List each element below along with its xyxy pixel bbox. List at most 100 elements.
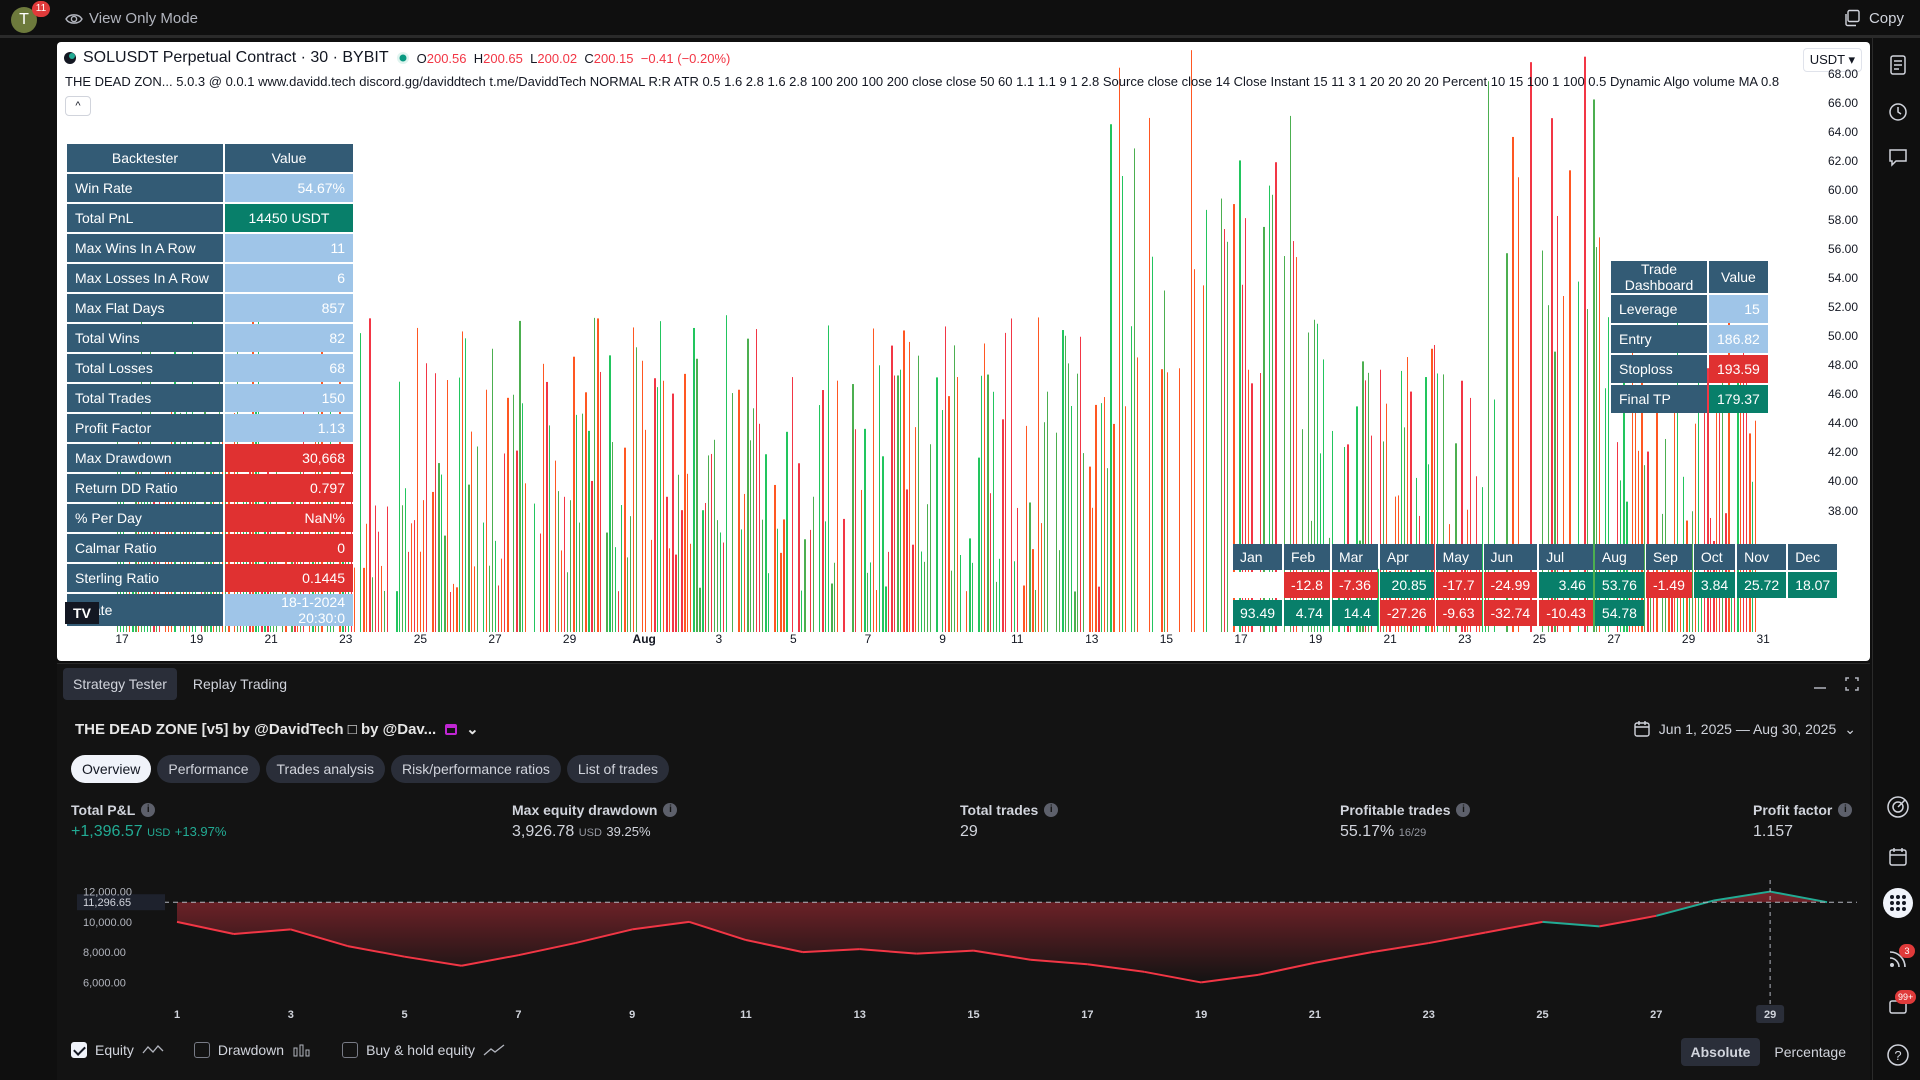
volume-bar <box>414 520 415 632</box>
price-axis[interactable]: 68.00 66.00 64.00 62.00 60.00 58.00 56.00 54.00… <box>1810 42 1870 622</box>
subtab-overview[interactable]: Overview <box>71 755 152 783</box>
percentage-toggle[interactable]: Percentage <box>1774 1044 1846 1060</box>
view-only-mode[interactable]: View Only Mode <box>65 10 198 27</box>
volume-bar <box>900 369 901 632</box>
price-chart[interactable]: SOLUSDT Perpetual Contract · 30 · BYBIT … <box>57 42 1870 661</box>
equity-line-segment <box>1656 899 1714 917</box>
volume-bar <box>567 572 568 632</box>
metric-max-drawdown: Max equity drawdown i 3,926.78 USD 39.25% <box>512 802 678 841</box>
subtab-risk-ratios[interactable]: Risk/performance ratios <box>391 755 561 783</box>
legend-drawdown[interactable]: Drawdown <box>193 1042 312 1058</box>
volume-bar <box>783 519 785 632</box>
month-return: -12.8 <box>1284 572 1330 598</box>
info-icon[interactable]: i <box>1044 803 1059 817</box>
volume-bar <box>888 551 889 632</box>
help-icon[interactable]: ? <box>1885 1042 1911 1068</box>
volume-bar <box>1308 332 1309 632</box>
info-icon[interactable]: i <box>663 803 678 817</box>
volume-bar <box>459 377 460 632</box>
month-return: 4.74 <box>1284 600 1330 626</box>
absolute-toggle[interactable]: Absolute <box>1680 1038 1761 1066</box>
volume-bar <box>1728 317 1730 632</box>
subtab-list-of-trades[interactable]: List of trades <box>566 755 670 783</box>
info-icon[interactable]: i <box>141 803 156 817</box>
volume-bar <box>1731 575 1732 632</box>
currency-selector[interactable]: USDT ▾ <box>1802 48 1862 72</box>
metric-label: Win Rate <box>67 174 223 202</box>
subtab-performance[interactable]: Performance <box>157 755 260 783</box>
volume-bar <box>1665 438 1666 632</box>
alarm-clock-icon[interactable] <box>1885 98 1911 124</box>
volume-bar <box>864 428 866 632</box>
watchlist-icon[interactable] <box>1885 52 1911 78</box>
volume-bar <box>921 551 922 632</box>
target-icon[interactable] <box>1885 794 1911 820</box>
time-axis[interactable]: 17 19 21 23 25 27 29 Aug 3 5 7 9 11 13 15 17 19 21 23 25 27 2… <box>57 632 1812 652</box>
volume-bar <box>660 321 661 632</box>
volume-bar <box>501 558 502 632</box>
volume-bar <box>513 394 514 632</box>
volume-bar <box>1512 136 1514 632</box>
buy-hold-checkbox[interactable] <box>342 1042 359 1058</box>
volume-bar <box>1149 117 1150 632</box>
month-return: 18.07 <box>1788 572 1838 598</box>
drawdown-checkbox[interactable] <box>193 1042 210 1058</box>
month-header: Mar <box>1331 544 1378 570</box>
volume-bar <box>1194 269 1195 632</box>
maximize-icon[interactable] <box>1844 676 1860 692</box>
minimize-icon[interactable] <box>1812 676 1828 692</box>
tradingview-logo[interactable]: TV <box>65 602 99 624</box>
legend-equity[interactable]: Equity <box>71 1042 164 1058</box>
chevron-down-icon[interactable]: ⌄ <box>466 721 479 738</box>
equity-line-segment <box>802 948 860 954</box>
metric-value: 857 <box>225 294 353 322</box>
info-icon[interactable]: i <box>1456 803 1471 817</box>
volume-bar <box>396 591 398 632</box>
metric-profitable-trades: Profitable trades i 55.17% 16/29 <box>1340 802 1471 841</box>
date-range-selector[interactable]: Jun 1, 2025 — Aug 30, 2025 ⌄ <box>1633 720 1856 738</box>
drawdown-bars-icon <box>293 1044 310 1057</box>
volume-bar <box>834 562 835 632</box>
tab-replay-trading[interactable]: Replay Trading <box>192 676 288 692</box>
volume-bar <box>792 377 793 632</box>
legend-buy-hold[interactable]: Buy & hold equity <box>342 1042 505 1058</box>
time-tick: 27 <box>1607 632 1621 646</box>
strategy-name[interactable]: THE DEAD ZONE [v5] by @DavidTech □ by @D… <box>75 720 479 739</box>
subtab-trades-analysis[interactable]: Trades analysis <box>265 755 386 783</box>
info-icon[interactable]: i <box>1838 803 1853 817</box>
tab-strategy-tester[interactable]: Strategy Tester <box>63 668 177 700</box>
chat-icon[interactable] <box>1885 144 1911 170</box>
equity-x-tick: 15 <box>967 1009 979 1021</box>
collapse-legend-button[interactable]: ^ <box>65 96 91 116</box>
volume-bar <box>801 590 802 632</box>
apps-grid-icon[interactable] <box>1883 888 1913 918</box>
equity-checkbox[interactable] <box>71 1042 87 1058</box>
volume-bar <box>579 522 580 632</box>
time-tick: 25 <box>1532 632 1547 646</box>
volume-bar <box>1425 377 1427 632</box>
volume-bar <box>711 453 712 632</box>
equity-line-segment <box>1030 958 1088 966</box>
symbol-title[interactable]: SOLUSDT Perpetual Contract · 30 · BYBIT <box>83 49 389 66</box>
volume-bar <box>1137 357 1138 632</box>
equity-x-tick: 7 <box>515 1009 521 1021</box>
calendar-icon[interactable] <box>1885 844 1911 870</box>
volume-bar <box>765 454 767 632</box>
volume-bar <box>831 583 833 632</box>
backtester-row: Max Flat Days 857 <box>67 294 353 322</box>
volume-bar <box>1089 466 1091 632</box>
volume-bar <box>1290 115 1291 632</box>
volume-bar <box>147 493 148 632</box>
volume-bar <box>750 440 751 632</box>
volume-bar <box>420 551 421 632</box>
month-return: 93.49 <box>1233 600 1283 626</box>
copy-button[interactable]: Copy <box>1843 9 1904 27</box>
indicator-legend[interactable]: THE DEAD ZON... 5.0.3 @ 0.0.1 www.davidd… <box>65 74 1780 89</box>
volume-bar <box>594 317 595 632</box>
volume-bar <box>1107 468 1108 632</box>
highlight-x-bg <box>1756 1005 1785 1023</box>
volume-bar <box>894 375 895 632</box>
volume-bar <box>585 392 587 632</box>
volume-bar <box>804 539 806 632</box>
